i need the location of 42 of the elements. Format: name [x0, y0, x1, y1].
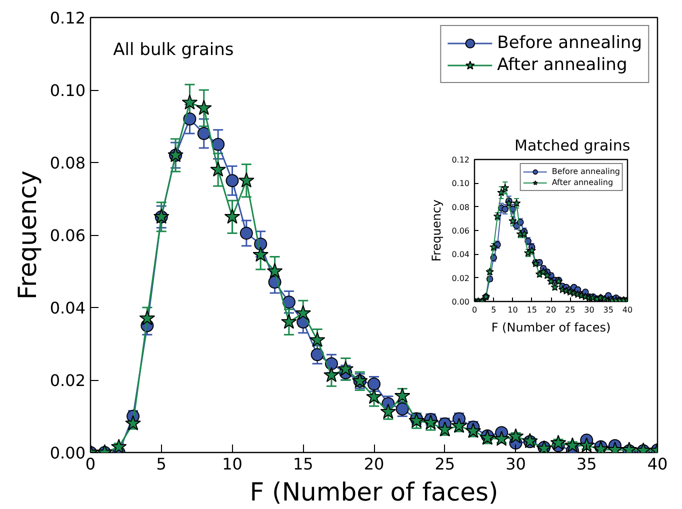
y-tick-label: 0.12: [452, 156, 470, 164]
y-tick-label: 0.08: [50, 154, 86, 172]
y-tick-label: 0.00: [50, 444, 86, 462]
y-tick-label: 0.04: [50, 298, 86, 318]
legend-label: Before annealing: [552, 166, 620, 177]
x-tick-label: 25: [565, 306, 576, 314]
y-axis-title: Frequency: [12, 170, 42, 300]
y-tick-label: 0.10: [50, 81, 86, 100]
x-tick-label: 35: [576, 454, 597, 474]
text: All bulk grains: [113, 40, 234, 60]
x-tick-label: 30: [506, 454, 526, 474]
x-tick-label: 10: [508, 306, 518, 314]
y-tick-label: 0.04: [452, 250, 470, 260]
x-axis-title: F (Number of faces): [250, 478, 498, 506]
y-tick-label: 0.02: [50, 371, 86, 390]
y-tick-label: 0.10: [452, 179, 470, 188]
x-axis-title: F (Number of faces): [491, 320, 611, 334]
x-tick-label: 5: [156, 454, 166, 474]
y-tick-label: 0.00: [452, 298, 470, 306]
x-tick-label: 10: [222, 454, 242, 474]
y-tick-label: 0.12: [50, 8, 86, 28]
y-tick-label: 0.08: [452, 202, 470, 212]
y-tick-label: 0.02: [452, 274, 470, 283]
x-tick-label: 30: [584, 306, 594, 314]
y-tick-label: 0.06: [452, 226, 470, 236]
x-tick-label: 0: [85, 454, 96, 474]
y-tick-label: 0.06: [50, 226, 86, 245]
y-axis-title: Frequency: [430, 199, 444, 262]
x-tick-label: 0: [472, 306, 478, 314]
x-tick-label: 25: [434, 454, 456, 474]
x-tick-label: 5: [491, 306, 496, 314]
legend-label: After annealing: [497, 54, 628, 76]
x-tick-label: 20: [546, 306, 556, 314]
legend-label: After annealing: [552, 177, 614, 188]
chart-title: Matched grains: [514, 136, 630, 154]
legend-label: Before annealing: [497, 32, 642, 54]
x-tick-label: 15: [292, 454, 314, 474]
x-tick-label: 15: [526, 306, 537, 314]
x-tick-label: 40: [622, 306, 633, 314]
x-tick-label: 40: [647, 454, 668, 474]
x-tick-label: 35: [603, 306, 614, 314]
x-tick-label: 20: [364, 454, 384, 474]
